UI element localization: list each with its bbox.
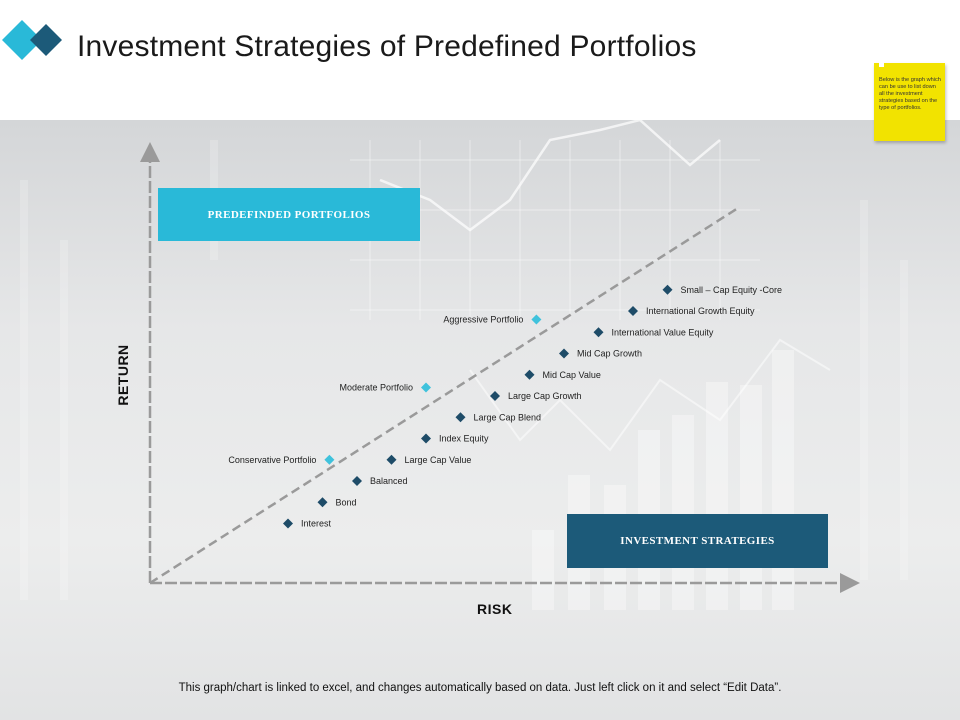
marker-interest bbox=[283, 518, 293, 529]
label-bond: Bond bbox=[336, 497, 357, 507]
label-index-equity: Index Equity bbox=[439, 434, 489, 444]
marker-international-growth-equity bbox=[628, 306, 638, 316]
marker-moderate-portfolio bbox=[421, 382, 431, 393]
x-axis-label: RISK bbox=[477, 601, 513, 617]
label-aggressive-portfolio: Aggressive Portfolio bbox=[443, 315, 523, 325]
label-large-cap-growth: Large Cap Growth bbox=[508, 391, 582, 401]
sticky-note-text: Below is the graph which can be use to l… bbox=[879, 77, 941, 111]
predefined-portfolios-box: PREDEFINDED PORTFOLIOS bbox=[158, 188, 420, 241]
investment-strategies-box: INVESTMENT STRATEGIES bbox=[567, 514, 828, 568]
marker-mid-cap-value bbox=[524, 369, 535, 380]
marker-international-value-equity bbox=[593, 327, 604, 338]
page-title: Investment Strategies of Predefined Port… bbox=[77, 30, 697, 63]
label-international-growth-equity: International Growth Equity bbox=[646, 306, 755, 316]
label-conservative-portfolio: Conservative Portfolio bbox=[228, 455, 316, 465]
portfolio-points: Conservative Portfolio Moderate Portfolio… bbox=[228, 314, 542, 465]
label-mid-cap-growth: Mid Cap Growth bbox=[577, 349, 642, 359]
marker-large-cap-growth bbox=[490, 391, 500, 401]
pin-icon bbox=[879, 60, 884, 67]
label-international-value-equity: International Value Equity bbox=[612, 327, 714, 337]
marker-index-equity bbox=[421, 433, 431, 444]
label-small-cap-equity-core: Small – Cap Equity -Core bbox=[681, 285, 783, 295]
strategy-points: Interest Bond Balanced Large Cap Value Index… bbox=[283, 284, 783, 529]
sticky-note: Below is the graph which can be use to l… bbox=[874, 60, 945, 141]
label-mid-cap-value: Mid Cap Value bbox=[543, 370, 601, 380]
marker-small-cap-equity-core bbox=[662, 284, 673, 295]
marker-large-cap-blend bbox=[455, 412, 466, 423]
diamond-logo-icon bbox=[2, 20, 62, 60]
label-large-cap-blend: Large Cap Blend bbox=[474, 412, 542, 422]
marker-balanced bbox=[352, 476, 362, 486]
y-axis-label: RETURN bbox=[115, 344, 131, 406]
footer-note: This graph/chart is linked to excel, and… bbox=[178, 682, 782, 694]
marker-large-cap-value bbox=[386, 454, 397, 465]
label-moderate-portfolio: Moderate Portfolio bbox=[339, 383, 413, 393]
marker-aggressive-portfolio bbox=[531, 314, 542, 325]
label-interest: Interest bbox=[301, 519, 332, 529]
label-large-cap-value: Large Cap Value bbox=[405, 455, 472, 465]
marker-bond bbox=[317, 497, 328, 508]
marker-conservative-portfolio bbox=[324, 454, 335, 465]
label-balanced: Balanced bbox=[370, 476, 408, 486]
trend-line bbox=[149, 207, 738, 585]
marker-mid-cap-growth bbox=[559, 348, 569, 359]
